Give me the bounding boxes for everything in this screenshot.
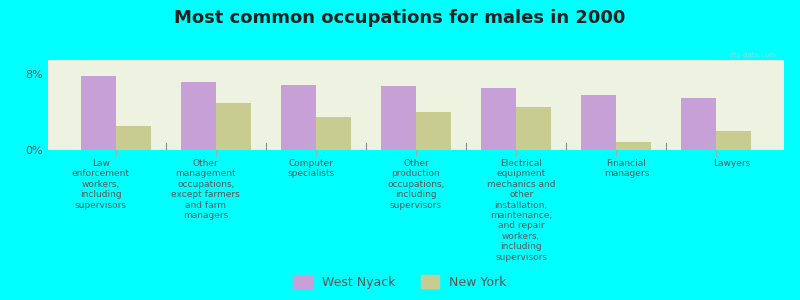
Bar xyxy=(117,126,151,150)
Bar xyxy=(416,112,451,150)
Text: Other
production
occupations,
including
supervisors: Other production occupations, including … xyxy=(387,159,445,210)
Legend: West Nyack, New York: West Nyack, New York xyxy=(288,270,512,294)
Bar xyxy=(316,117,351,150)
Bar xyxy=(182,82,216,150)
Text: Computer
specialists: Computer specialists xyxy=(287,159,334,178)
Bar xyxy=(481,88,516,150)
Bar xyxy=(281,85,316,150)
Text: Lawyers: Lawyers xyxy=(713,159,750,168)
Bar xyxy=(681,98,715,150)
Text: Most common occupations for males in 2000: Most common occupations for males in 200… xyxy=(174,9,626,27)
Bar xyxy=(381,85,416,150)
Text: Other
management
occupations,
except farmers
and farm
managers: Other management occupations, except far… xyxy=(171,159,240,220)
Text: Electrical
equipment
mechanics and
other
installation,
maintenance,
and repair
w: Electrical equipment mechanics and other… xyxy=(487,159,555,262)
Bar xyxy=(581,95,616,150)
Bar xyxy=(82,76,117,150)
Bar xyxy=(715,131,750,150)
Bar xyxy=(516,107,551,150)
Text: Law
enforcement
workers,
including
supervisors: Law enforcement workers, including super… xyxy=(71,159,130,210)
Text: Financial
managers: Financial managers xyxy=(604,159,649,178)
Text: city-data.com: city-data.com xyxy=(729,52,777,58)
Bar xyxy=(616,142,650,150)
Bar xyxy=(216,103,251,150)
